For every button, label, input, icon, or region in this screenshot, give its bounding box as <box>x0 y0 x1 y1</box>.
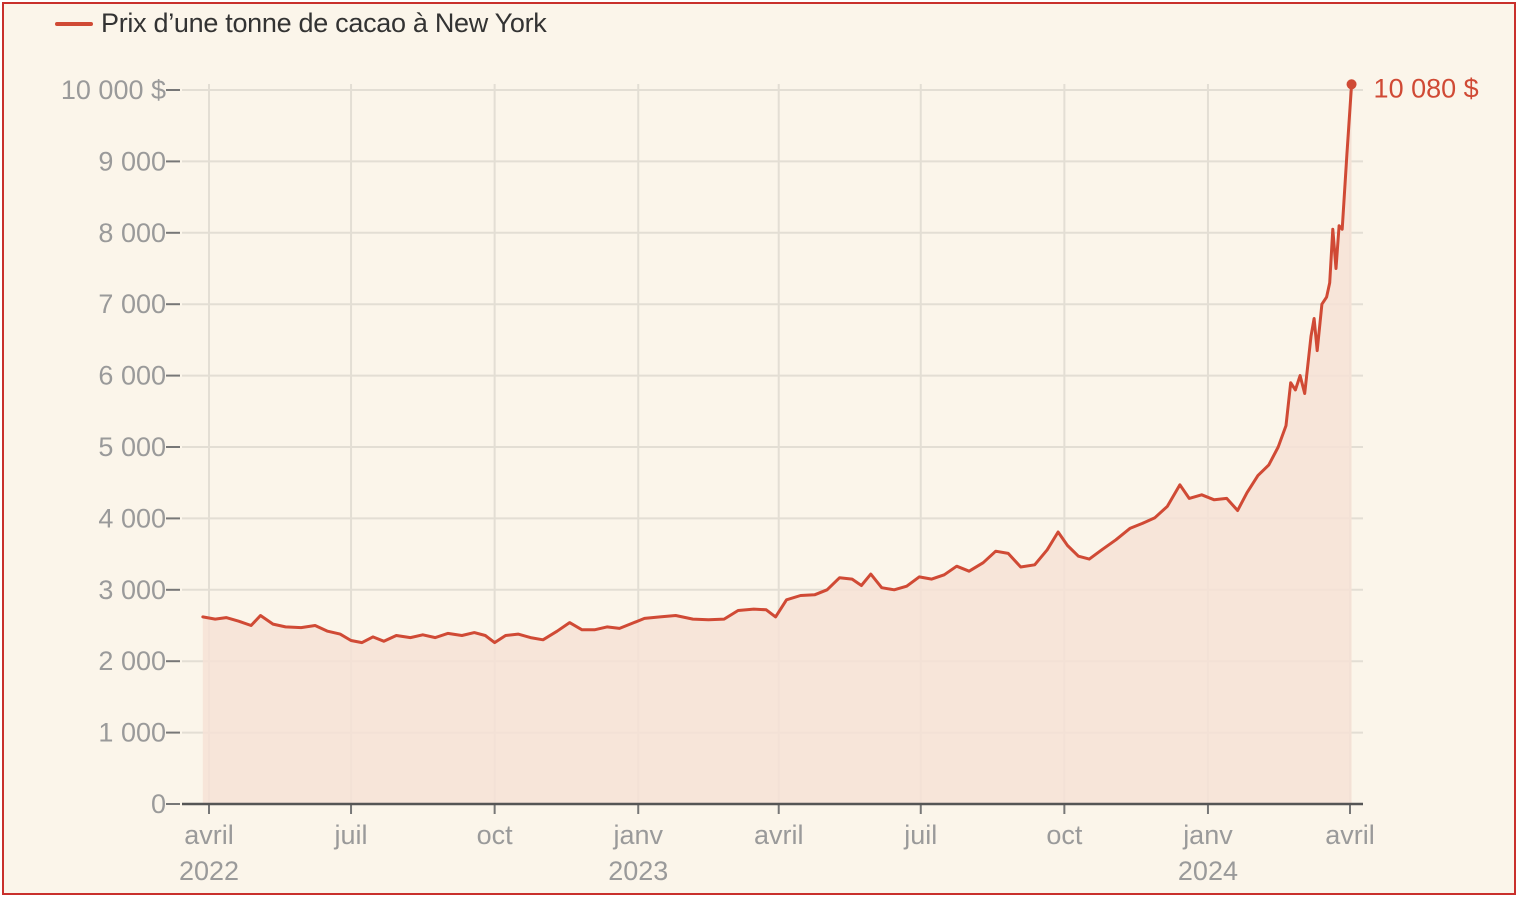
y-tick-label: 6 000 <box>98 361 166 391</box>
x-tick-year-label: 2024 <box>1178 856 1238 886</box>
y-tick-label: 7 000 <box>98 289 166 319</box>
x-tick-year-label: 2022 <box>179 856 239 886</box>
y-tick-label: 1 000 <box>98 718 166 748</box>
x-tick-label: avril <box>184 820 234 850</box>
x-tick-label: janv <box>1182 820 1233 850</box>
y-tick-label: 9 000 <box>98 146 166 176</box>
legend: Prix d’une tonne de cacao à New York <box>55 8 547 39</box>
x-tick-label: oct <box>1046 820 1083 850</box>
last-value-point <box>1346 79 1357 90</box>
legend-label: Prix d’une tonne de cacao à New York <box>101 8 547 38</box>
x-tick-label: avril <box>754 820 804 850</box>
series-line <box>201 82 1354 645</box>
y-tick-label: 4 000 <box>98 503 166 533</box>
y-tick-label: 5 000 <box>98 432 166 462</box>
y-tick-label: 0 <box>151 789 166 819</box>
series-area <box>202 84 1352 805</box>
y-tick-label: 10 000 $ <box>61 75 166 105</box>
x-tick-label: juil <box>903 820 937 850</box>
x-tick-label: juil <box>334 820 368 850</box>
y-tick-label: 3 000 <box>98 575 166 605</box>
legend-line-swatch <box>55 21 93 26</box>
x-tick-year-label: 2023 <box>608 856 668 886</box>
y-tick-label: 8 000 <box>98 218 166 248</box>
x-tick-label: oct <box>477 820 514 850</box>
y-tick-label: 2 000 <box>98 646 166 676</box>
last-value-label: 10 080 $ <box>1374 73 1479 103</box>
x-tick-label: avril <box>1325 820 1375 850</box>
x-tick-label: janv <box>612 820 663 850</box>
